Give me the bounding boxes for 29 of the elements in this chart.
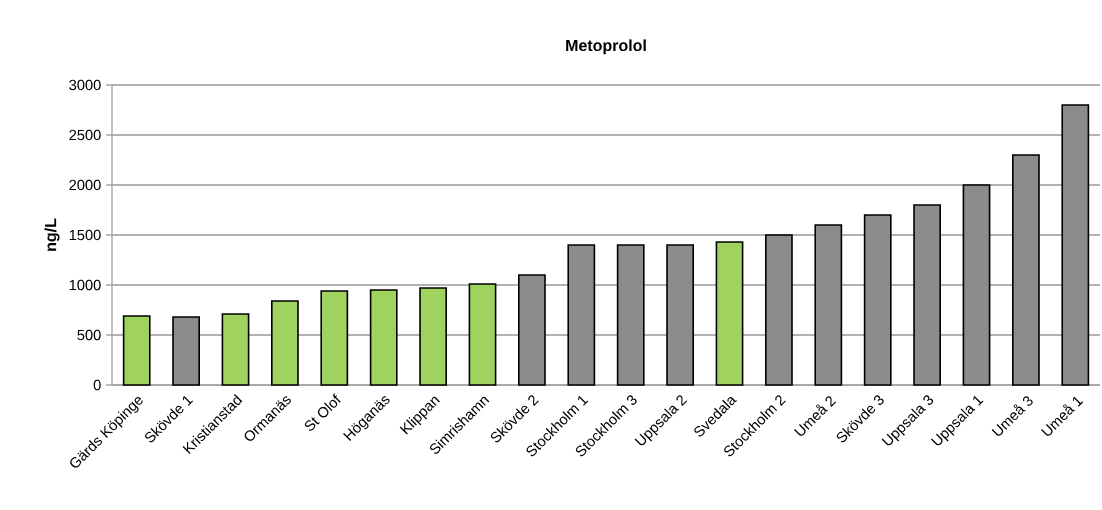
bar <box>419 287 447 386</box>
y-tick-label: 1000 <box>69 279 101 291</box>
y-tick-label: 3000 <box>69 79 101 91</box>
bar <box>518 274 546 386</box>
bar <box>221 313 250 386</box>
y-tick-label: 0 <box>93 379 101 391</box>
bar <box>863 214 892 386</box>
y-tick-label: 500 <box>77 329 101 341</box>
bar <box>369 289 398 386</box>
bar <box>616 244 645 386</box>
bar <box>271 300 299 386</box>
bar <box>1012 154 1040 386</box>
chart-title: Metoprolol <box>566 39 646 55</box>
bar <box>765 234 793 386</box>
y-tick-label: 1500 <box>69 229 101 241</box>
bar <box>567 244 596 386</box>
bar <box>814 224 843 386</box>
y-axis-title: ng/L <box>44 218 60 251</box>
bar <box>715 241 744 386</box>
bar <box>468 283 497 386</box>
y-tick-label: 2500 <box>69 129 101 141</box>
bar <box>962 184 991 386</box>
bar <box>666 244 694 386</box>
bar <box>913 204 941 386</box>
bar <box>320 290 349 386</box>
bar <box>172 316 200 386</box>
y-tick-label: 2000 <box>69 179 101 191</box>
bar <box>122 315 151 386</box>
bar <box>1061 104 1090 386</box>
